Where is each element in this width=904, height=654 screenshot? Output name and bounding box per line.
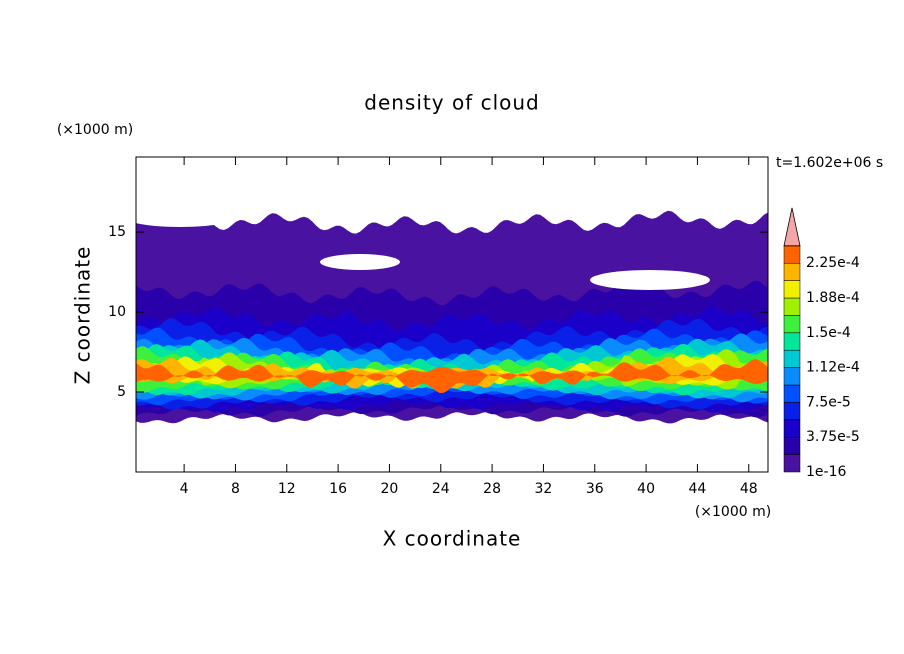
colorbar-cell <box>783 297 801 316</box>
cloud-gap <box>250 178 350 194</box>
y-unit: (×1000 m) <box>57 122 133 138</box>
x-tick-label: 20 <box>381 481 399 497</box>
x-tick-label: 44 <box>689 481 707 497</box>
x-tick-label: 28 <box>483 481 501 497</box>
colorbar-tick-label: 1.12e-4 <box>806 360 860 376</box>
colorbar-tick-label: 1.5e-4 <box>806 325 851 341</box>
x-tick-label: 8 <box>231 481 240 497</box>
cloud-gap <box>136 203 240 227</box>
colorbar-cell <box>783 280 801 299</box>
x-tick-label: 36 <box>586 481 604 497</box>
x-tick-label: 16 <box>329 481 347 497</box>
chart-title: density of cloud <box>364 91 539 115</box>
x-tick-label: 12 <box>278 481 296 497</box>
cloud-gap <box>320 254 400 270</box>
x-unit: (×1000 m) <box>695 504 771 520</box>
colorbar-tick-label: 1e-16 <box>806 464 846 480</box>
cloud-gap <box>190 176 270 194</box>
y-tick-label: 10 <box>108 304 126 320</box>
y-tick-label: 5 <box>117 384 126 400</box>
colorbar-tick-label: 2.25e-4 <box>806 255 860 271</box>
colorbar-tick-label: 1.88e-4 <box>806 290 860 306</box>
contour-band <box>136 346 768 393</box>
colorbar-cell <box>783 332 801 351</box>
plot-frame <box>135 156 769 473</box>
x-tick-label: 4 <box>180 481 189 497</box>
colorbar-cell <box>783 315 801 334</box>
cloud-gap <box>590 270 710 290</box>
time-label: t=1.602e+06 s <box>776 155 883 171</box>
y-axis-label: Z coordinate <box>71 246 95 385</box>
colorbar-cell <box>783 349 801 368</box>
colorbar-cell <box>783 419 801 438</box>
colorbar-cell <box>783 454 801 473</box>
x-tick-label: 32 <box>535 481 553 497</box>
colorbar-cell <box>783 402 801 421</box>
contour-band <box>136 349 768 390</box>
x-axis-label: X coordinate <box>383 527 522 551</box>
x-tick-label: 48 <box>740 481 758 497</box>
x-tick-label: 40 <box>637 481 655 497</box>
cloud-gap <box>500 176 660 196</box>
y-tick-label: 15 <box>108 224 126 240</box>
colorbar-cell <box>783 262 801 281</box>
colorbar-cell <box>783 367 801 386</box>
cloud-gap <box>670 194 730 206</box>
colorbar-tick-label: 3.75e-5 <box>806 429 860 445</box>
colorbar-cell <box>783 384 801 403</box>
colorbar-cell <box>783 245 801 264</box>
colorbar-tick-label: 7.5e-5 <box>806 394 851 410</box>
colorbar-over <box>783 207 801 247</box>
contour-band <box>136 359 768 394</box>
colorbar-cell <box>783 436 801 455</box>
x-tick-label: 24 <box>432 481 450 497</box>
field <box>136 176 768 424</box>
